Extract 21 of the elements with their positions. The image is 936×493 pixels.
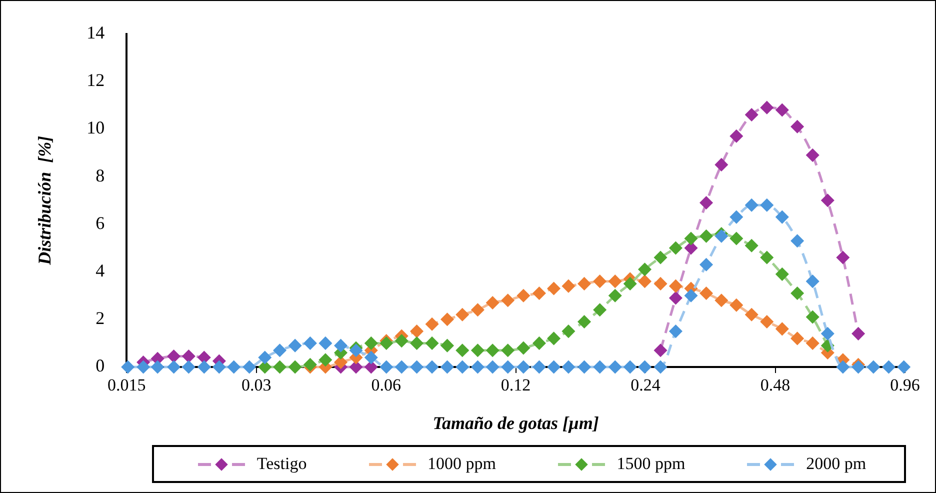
x-tick-label: 0.06	[371, 376, 401, 395]
x-tick-label: 0.24	[630, 376, 661, 395]
legend-label: 1000 ppm	[428, 454, 496, 474]
legend-label: Testigo	[256, 454, 307, 474]
y-tick-label: 2	[96, 308, 105, 328]
y-axis-title: Distribución [%]	[34, 136, 54, 266]
y-tick-label: 8	[96, 165, 105, 186]
x-tick-label: 0.03	[241, 376, 272, 395]
y-tick-label: 12	[86, 70, 105, 90]
y-tick-label: 6	[96, 212, 105, 233]
y-tick-label: 14	[86, 22, 105, 43]
x-tick-label: 0.015	[107, 376, 146, 395]
legend-label: 2000 pm	[806, 454, 866, 474]
legend-label: 1500 ppm	[616, 454, 686, 474]
x-tick-label: 0.48	[760, 376, 790, 395]
x-tick-label: 0.96	[890, 376, 920, 395]
x-tick-label: 0.12	[500, 376, 531, 395]
y-tick-label: 10	[86, 118, 105, 138]
y-tick-label: 0	[96, 356, 105, 376]
y-tick-label: 4	[96, 260, 105, 281]
x-axis-title: Tamaño de gotas [µm]	[432, 412, 599, 433]
